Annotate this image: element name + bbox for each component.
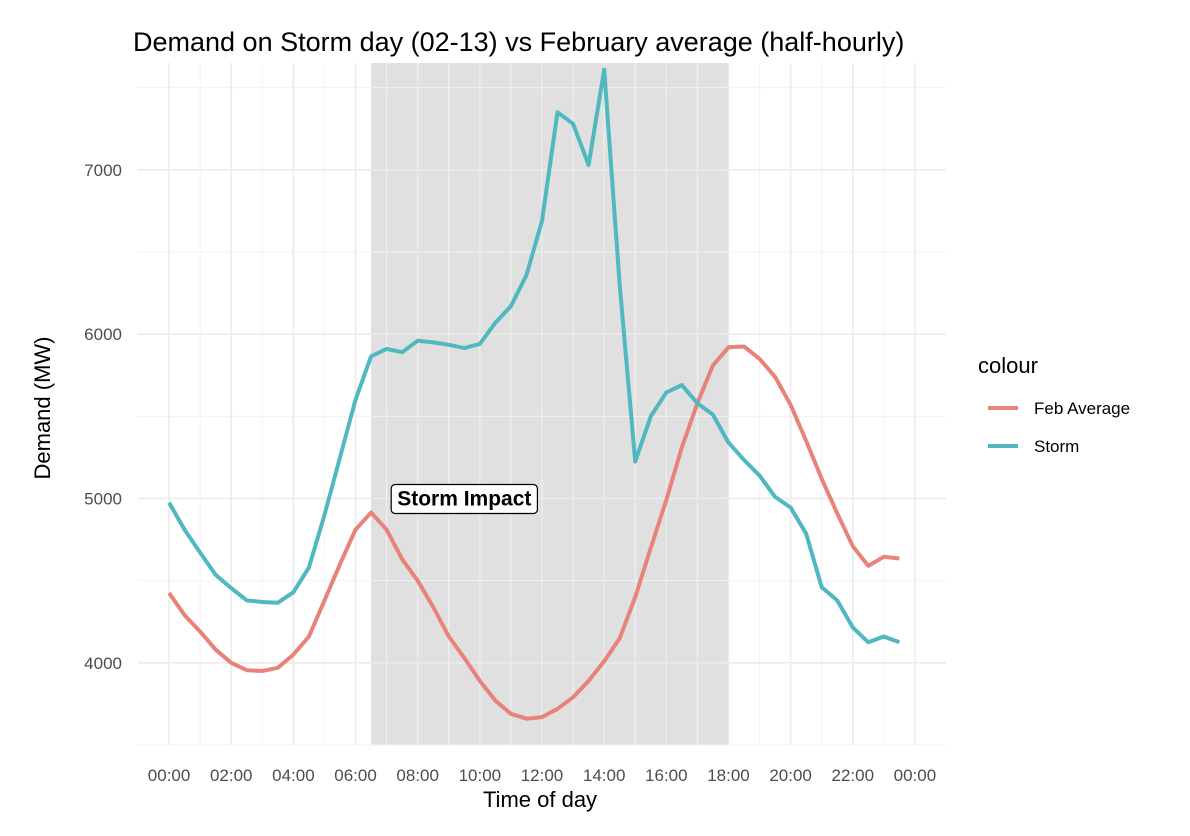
annotation-box: [390, 483, 539, 515]
x-tick-label: 08:00: [396, 766, 439, 785]
x-tick-label: 10:00: [459, 766, 502, 785]
y-tick-label: 6000: [84, 325, 122, 344]
y-tick-label: 4000: [84, 654, 122, 673]
x-tick-label: 00:00: [894, 766, 937, 785]
legend-title: colour: [978, 353, 1038, 378]
x-tick-label: 12:00: [521, 766, 564, 785]
y-axis-tick-labels: 4000 5000 6000 7000: [84, 161, 122, 673]
legend: colour Feb Average Storm: [978, 353, 1130, 456]
annotation: Storm Impact: [390, 483, 539, 515]
x-tick-label: 00:00: [148, 766, 191, 785]
y-tick-label: 7000: [84, 161, 122, 180]
series-line-storm: [167, 67, 901, 645]
x-tick-label: 02:00: [210, 766, 253, 785]
x-tick-label: 22:00: [831, 766, 874, 785]
x-tick-label: 06:00: [334, 766, 377, 785]
x-axis-title: Time of day: [483, 787, 597, 812]
legend-item-storm: Storm: [988, 437, 1079, 456]
y-axis-title: Demand (MW): [30, 336, 55, 479]
x-axis-tick-labels: 00:00 02:00 04:00 06:00 08:00 10:00 12:00 14:00…: [148, 766, 936, 785]
x-tick-label: 20:00: [769, 766, 812, 785]
annotation-layer: Storm Impact: [390, 483, 539, 515]
x-tick-label: 14:00: [583, 766, 626, 785]
gridlines: [138, 63, 946, 746]
legend-label-storm: Storm: [1034, 437, 1079, 456]
legend-item-feb-average: Feb Average: [988, 399, 1130, 418]
series-line-feb-average: [167, 344, 900, 721]
y-tick-label: 5000: [84, 489, 122, 508]
x-tick-label: 04:00: [272, 766, 315, 785]
annotation-label: Storm Impact: [397, 487, 531, 510]
x-tick-label: 18:00: [707, 766, 750, 785]
series-lines: [167, 67, 901, 721]
x-tick-label: 16:00: [645, 766, 688, 785]
legend-label-feb-average: Feb Average: [1034, 399, 1130, 418]
chart-title: Demand on Storm day (02-13) vs February …: [133, 27, 904, 57]
